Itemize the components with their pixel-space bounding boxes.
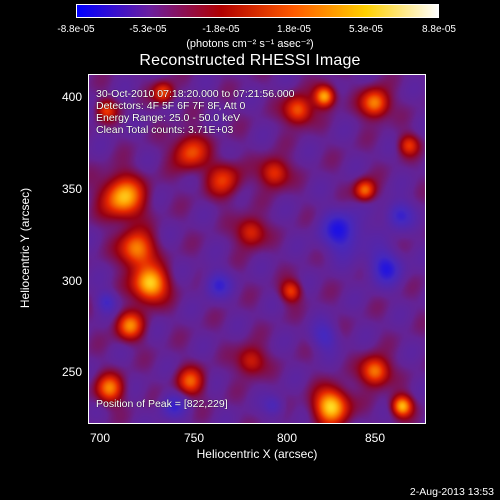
colorbar-tick-label: -8.8e-05 xyxy=(57,24,95,35)
reconstructed-image-heatmap xyxy=(89,75,425,423)
y-tick-label: 350 xyxy=(61,182,82,196)
y-tick-label: 250 xyxy=(61,365,82,379)
x-tick-label: 750 xyxy=(183,431,205,445)
image-title: Reconstructed RHESSI Image xyxy=(139,52,361,69)
colorbar-tick-label: -5.3e-05 xyxy=(129,24,167,35)
colorbar-tick-label: 1.8e-05 xyxy=(277,24,311,35)
x-axis-label: Heliocentric X (arcsec) xyxy=(196,447,318,461)
colorbar-tick-label: 8.8e-05 xyxy=(422,24,456,35)
annotation-detectors: Detectors: 4F 5F 6F 7F 8F, Att 0 xyxy=(96,100,246,112)
image-plot-area: 30-Oct-2010 07:18:20.000 to 07:21:56.000… xyxy=(88,74,426,424)
colorbar xyxy=(76,4,439,18)
annotation-clean-counts: Clean Total counts: 3.71E+03 xyxy=(96,124,234,136)
footer-date: 2-Aug-2013 13:53 xyxy=(409,486,494,498)
colorbar-tick-label: -1.8e-05 xyxy=(202,24,240,35)
annotation-peak-position: Position of Peak = [822,229] xyxy=(96,398,228,410)
y-tick-label: 400 xyxy=(61,90,82,104)
annotation-energy-range: Energy Range: 25.0 - 50.0 keV xyxy=(96,112,241,124)
x-tick-label: 850 xyxy=(364,431,386,445)
colorbar-units: (photons cm⁻² s⁻¹ asec⁻²) xyxy=(186,38,314,50)
x-tick-label: 700 xyxy=(89,431,111,445)
y-axis-label: Heliocentric Y (arcsec) xyxy=(18,187,32,309)
colorbar-tick-label: 5.3e-05 xyxy=(349,24,383,35)
y-tick-label: 300 xyxy=(61,274,82,288)
x-tick-label: 800 xyxy=(276,431,298,445)
annotation-time-range: 30-Oct-2010 07:18:20.000 to 07:21:56.000 xyxy=(96,88,295,100)
